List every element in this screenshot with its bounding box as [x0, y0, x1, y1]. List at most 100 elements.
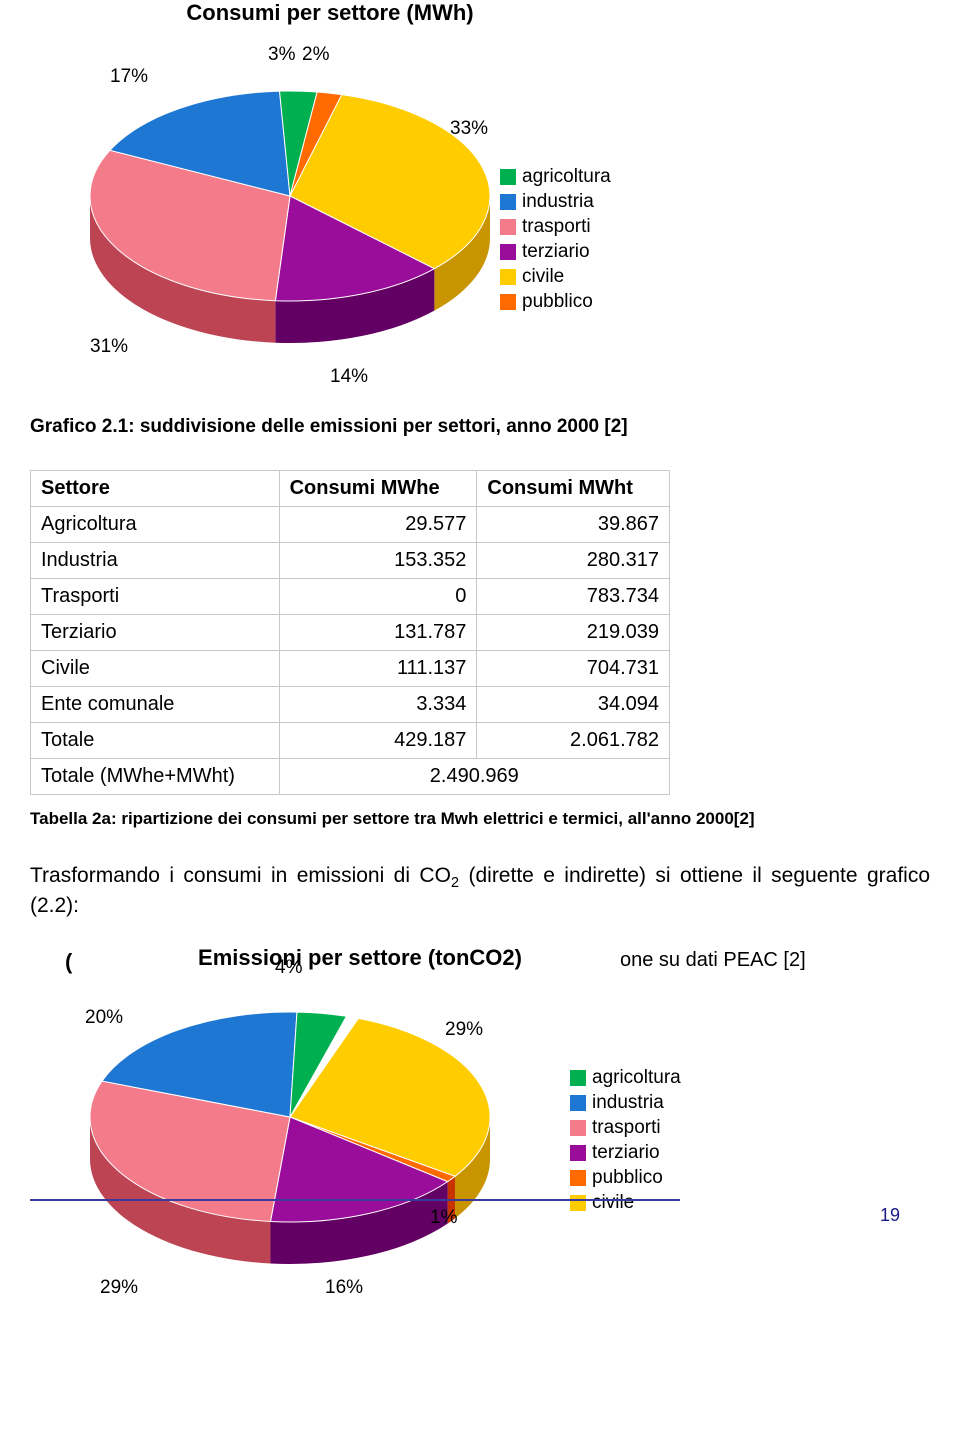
legend-swatch [570, 1120, 586, 1136]
legend-label: industria [522, 191, 594, 213]
legend-label: agricoltura [592, 1067, 681, 1089]
consumi-table: Settore Consumi MWhe Consumi MWht Agrico… [30, 470, 670, 795]
cell-mwht: 39.867 [477, 507, 670, 543]
pie-pct-label: 16% [325, 1277, 363, 1299]
pie-pct-label: 20% [85, 1007, 123, 1029]
legend-label: civile [522, 266, 564, 288]
legend-label: terziario [592, 1142, 660, 1164]
blue-rule [30, 1199, 680, 1201]
cell-settore: Totale [31, 723, 280, 759]
table-row-total: Totale (MWhe+MWht)2.490.969 [31, 759, 670, 795]
cell-mwht: 34.094 [477, 687, 670, 723]
legend-item: industria [500, 191, 611, 213]
table-row: Industria153.352280.317 [31, 543, 670, 579]
pie-pct-label: 17% [110, 66, 148, 88]
legend-swatch [500, 294, 516, 310]
legend-swatch [500, 169, 516, 185]
chart2-pie: 29%1%16%29%20%4%agricolturaindustriatras… [30, 947, 630, 1307]
page-number: 19 [880, 1205, 900, 1323]
cell-settore: Agricoltura [31, 507, 280, 543]
legend-swatch [500, 194, 516, 210]
pie-pct-label: 14% [330, 366, 368, 388]
legend-item: trasporti [500, 216, 611, 238]
pie-pct-label: 1% [430, 1207, 457, 1229]
legend-label: trasporti [522, 216, 591, 238]
chart-legend: agricoltura industria trasporti terziario ci… [500, 166, 611, 316]
chart1-title: Consumi per settore (MWh) [70, 0, 590, 26]
legend-label: pubblico [522, 291, 593, 313]
legend-label: pubblico [592, 1167, 663, 1189]
pie-pct-label: 33% [450, 118, 488, 140]
chart1-pie: 33% 14% 31% 17% 3% 2% agricoltura industria tras… [30, 26, 630, 396]
legend-label: civile [592, 1192, 634, 1214]
legend-item: agricoltura [500, 166, 611, 188]
legend-item: pubblico [500, 291, 611, 313]
legend-item: terziario [500, 241, 611, 263]
cell-settore: Terziario [31, 615, 280, 651]
legend-label: industria [592, 1092, 664, 1114]
chart-consumi: Consumi per settore (MWh) 33% 14% 31% 17% 3%… [30, 0, 930, 396]
legend-item: terziario [570, 1142, 681, 1164]
table-body: Agricoltura29.57739.867Industria153.3522… [31, 507, 670, 795]
legend-swatch [570, 1095, 586, 1111]
table-caption: Tabella 2a: ripartizione dei consumi per… [30, 809, 930, 829]
legend-swatch [570, 1070, 586, 1086]
chart1-caption: Grafico 2.1: suddivisione delle emission… [30, 416, 930, 438]
col-mwhe: Consumi MWhe [279, 471, 477, 507]
table-row: Terziario131.787219.039 [31, 615, 670, 651]
table-row: Trasporti0783.734 [31, 579, 670, 615]
legend-label: trasporti [592, 1117, 661, 1139]
cell-mwht: 280.317 [477, 543, 670, 579]
cell-mwhe: 429.187 [279, 723, 477, 759]
cell-total-value: 2.490.969 [279, 759, 669, 795]
legend-item: civile [570, 1192, 681, 1214]
cell-mwhe: 0 [279, 579, 477, 615]
cell-settore: Trasporti [31, 579, 280, 615]
body-text-pre: Trasformando i consumi in emissioni di C… [30, 864, 451, 887]
cell-mwhe: 29.577 [279, 507, 477, 543]
pie-pct-label: 31% [90, 336, 128, 358]
legend-swatch [570, 1170, 586, 1186]
table-row: Agricoltura29.57739.867 [31, 507, 670, 543]
legend-item: industria [570, 1092, 681, 1114]
legend-label: agricoltura [522, 166, 611, 188]
legend-label: terziario [522, 241, 590, 263]
legend-swatch [570, 1145, 586, 1161]
legend-swatch [570, 1195, 586, 1211]
cell-mwht: 219.039 [477, 615, 670, 651]
legend-item: pubblico [570, 1167, 681, 1189]
legend-item: civile [500, 266, 611, 288]
cell-settore: Civile [31, 651, 280, 687]
cell-mwhe: 153.352 [279, 543, 477, 579]
pie-pct-label: 2% [302, 44, 329, 66]
pie-pct-label: 29% [445, 1019, 483, 1041]
cell-mwht: 783.734 [477, 579, 670, 615]
legend-swatch [500, 244, 516, 260]
cell-mwhe: 131.787 [279, 615, 477, 651]
body-text-sub: 2 [451, 875, 459, 891]
fragment-right: one su dati PEAC [2] [620, 949, 806, 972]
col-mwht: Consumi MWht [477, 471, 670, 507]
cell-mwht: 704.731 [477, 651, 670, 687]
table-row: Civile111.137704.731 [31, 651, 670, 687]
cell-mwhe: 3.334 [279, 687, 477, 723]
document-page: Consumi per settore (MWh) 33% 14% 31% 17% 3%… [0, 0, 960, 1327]
pie-svg [30, 947, 630, 1307]
col-settore: Settore [31, 471, 280, 507]
cell-settore: Industria [31, 543, 280, 579]
legend-item: agricoltura [570, 1067, 681, 1089]
legend-item: trasporti [570, 1117, 681, 1139]
body-paragraph: Trasformando i consumi in emissioni di C… [30, 863, 930, 919]
pie-pct-label: 3% [268, 44, 295, 66]
legend-swatch [500, 269, 516, 285]
chart-emissioni: ( Emissioni per settore (tonCO2) one su … [30, 947, 930, 1327]
cell-mwht: 2.061.782 [477, 723, 670, 759]
cell-total-label: Totale (MWhe+MWht) [31, 759, 280, 795]
cell-mwhe: 111.137 [279, 651, 477, 687]
table-row: Totale429.1872.061.782 [31, 723, 670, 759]
table-row: Ente comunale3.33434.094 [31, 687, 670, 723]
cell-settore: Ente comunale [31, 687, 280, 723]
pie-pct-label: 4% [275, 957, 302, 979]
legend-swatch [500, 219, 516, 235]
chart-legend: agricoltura industria trasporti terziario pu… [570, 1067, 681, 1217]
